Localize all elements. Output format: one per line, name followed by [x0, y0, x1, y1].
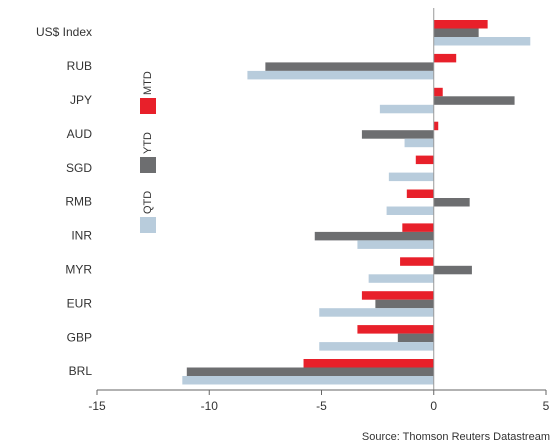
bar — [357, 325, 434, 334]
bar — [433, 28, 479, 37]
bar — [404, 138, 434, 148]
y-tick-label: GBP — [67, 330, 92, 344]
bar — [303, 359, 434, 368]
y-tick-label: MYR — [65, 262, 92, 276]
y-tick-label: RMB — [65, 195, 92, 209]
source: Source: Thomson Reuters Datastream — [362, 431, 550, 443]
bar — [357, 240, 434, 249]
bar — [400, 257, 434, 266]
bar — [375, 299, 434, 309]
legend-swatch — [140, 98, 156, 114]
y-tick-label: AUD — [67, 127, 93, 141]
legend-label: QTD — [142, 191, 154, 214]
x-tick-label: -5 — [316, 399, 327, 413]
bar — [433, 37, 531, 46]
bar — [247, 70, 434, 80]
bar — [379, 104, 434, 114]
bar — [433, 53, 457, 63]
bar — [265, 62, 434, 71]
bar — [368, 274, 434, 283]
x-tick-label: 0 — [430, 399, 437, 413]
bar — [361, 291, 434, 300]
y-tick-label: JPY — [70, 93, 92, 107]
bar — [402, 223, 434, 232]
bar — [186, 367, 434, 376]
bar — [319, 308, 434, 317]
bar — [433, 87, 443, 97]
bar — [415, 155, 434, 165]
x-tick-label: 5 — [543, 399, 550, 413]
legend-swatch — [140, 217, 156, 233]
legend-swatch — [140, 157, 156, 173]
bar — [433, 96, 515, 105]
y-tick-label: INR — [71, 229, 92, 243]
bar — [314, 231, 434, 241]
bar — [433, 20, 488, 29]
y-tick-label: US$ Index — [36, 25, 92, 39]
bar — [361, 130, 434, 139]
y-tick-label: SGD — [66, 161, 92, 175]
legend-label: MTD — [142, 71, 154, 95]
legend-label: YTD — [142, 132, 154, 154]
bar — [182, 376, 434, 385]
bar — [388, 172, 434, 182]
y-tick-label: BRL — [69, 364, 93, 378]
bar — [386, 206, 434, 215]
bar — [433, 265, 472, 275]
y-tick-label: EUR — [67, 296, 93, 310]
bar — [433, 198, 470, 207]
bar — [406, 189, 434, 198]
x-tick-label: -15 — [88, 399, 106, 413]
bar — [433, 121, 439, 131]
bar — [397, 333, 434, 343]
bar — [319, 342, 434, 351]
y-tick-label: RUB — [67, 59, 92, 73]
x-tick-label: -10 — [201, 399, 219, 413]
